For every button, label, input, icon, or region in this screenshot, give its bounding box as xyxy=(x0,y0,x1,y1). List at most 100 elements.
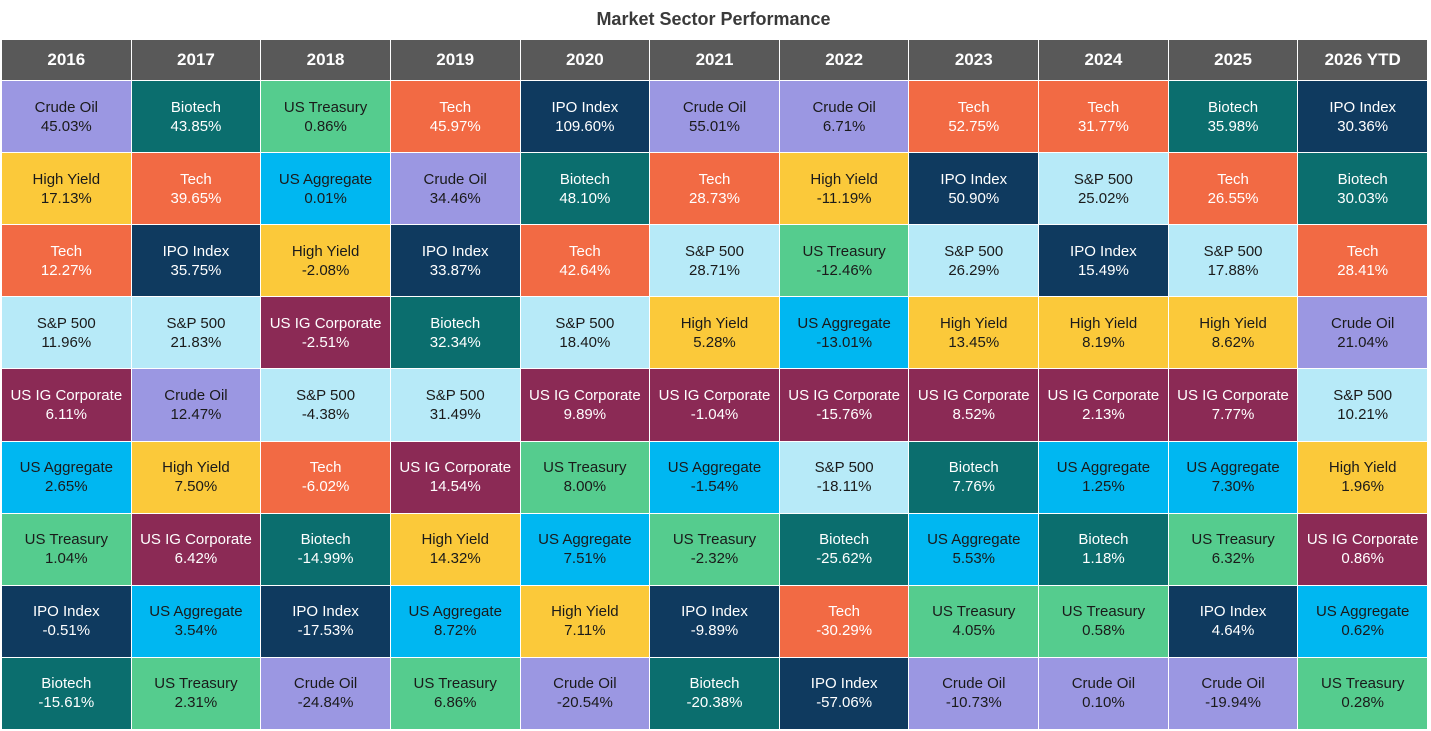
sector-return: 31.77% xyxy=(1077,117,1129,135)
sector-name: Crude Oil xyxy=(1201,675,1265,693)
sector-name: Tech xyxy=(309,459,342,477)
sector-name: S&P 500 xyxy=(555,314,615,332)
sector-cell: US Aggregate 7.51% xyxy=(520,513,650,585)
sector-cell: IPO Index 15.49% xyxy=(1039,225,1168,297)
sector-name: Biotech xyxy=(948,459,999,477)
sector-return: 8.62% xyxy=(1211,333,1255,351)
sector-name: IPO Index xyxy=(681,603,748,621)
sector-return: -15.76% xyxy=(816,405,873,423)
sector-cell: US IG Corporate 0.86% xyxy=(1298,513,1427,585)
year-header: 2020 xyxy=(520,40,650,80)
sector-cell: US IG Corporate -1.04% xyxy=(650,369,779,441)
sector-cell: Biotech -14.99% xyxy=(261,513,390,585)
year-header: 2018 xyxy=(261,40,390,80)
sector-return: 15.49% xyxy=(1077,261,1129,279)
sector-return: 2.31% xyxy=(174,694,218,712)
sector-return: 2.13% xyxy=(1082,405,1125,423)
sector-return: -1.54% xyxy=(690,478,739,496)
sector-name: Tech xyxy=(828,603,860,621)
sector-cell: S&P 500 28.71% xyxy=(650,225,779,297)
sector-name: US Treasury xyxy=(1321,675,1405,693)
sector-name: Crude Oil xyxy=(553,675,617,693)
sector-cell: High Yield 8.62% xyxy=(1168,297,1298,369)
sector-cell: S&P 500 17.88% xyxy=(1168,225,1298,297)
sector-cell: High Yield 5.28% xyxy=(650,297,779,369)
sector-cell: Tech 28.73% xyxy=(650,153,779,225)
sector-cell: US IG Corporate 6.42% xyxy=(131,513,261,585)
sector-name: High Yield xyxy=(810,170,878,188)
sector-return: 3.54% xyxy=(174,622,218,640)
year-header: 2026 YTD xyxy=(1298,40,1427,80)
sector-return: 43.85% xyxy=(170,117,222,135)
sector-return: 5.28% xyxy=(693,333,736,351)
sector-return: -18.11% xyxy=(816,478,872,496)
sector-return: 31.49% xyxy=(429,405,481,423)
sector-return: 13.45% xyxy=(948,333,1000,351)
sector-return: 55.01% xyxy=(689,117,740,135)
sector-return: 7.77% xyxy=(1211,405,1255,423)
sector-cell: Biotech 43.85% xyxy=(131,81,261,153)
sector-name: Tech xyxy=(439,98,472,116)
sector-cell: IPO Index 33.87% xyxy=(390,225,520,297)
sector-return: 0.86% xyxy=(304,117,347,135)
sector-cell: IPO Index 109.60% xyxy=(520,81,650,153)
sector-cell: S&P 500 31.49% xyxy=(390,369,520,441)
sector-cell: Tech 26.55% xyxy=(1168,153,1298,225)
sector-name: Crude Oil xyxy=(942,675,1006,693)
sector-name: Tech xyxy=(1087,98,1120,116)
year-header: 2022 xyxy=(779,40,909,80)
sector-name: Tech xyxy=(957,98,990,116)
sector-name: US Aggregate xyxy=(19,459,114,477)
sector-return: 25.02% xyxy=(1077,189,1129,207)
sector-return: 26.29% xyxy=(948,261,1000,279)
sector-name: High Yield xyxy=(291,242,360,260)
sector-cell: Crude Oil 6.71% xyxy=(779,81,909,153)
sector-cell: US Treasury 2.31% xyxy=(131,657,261,729)
sector-cell: US Aggregate 1.25% xyxy=(1039,441,1168,513)
sector-return: 9.89% xyxy=(563,405,607,423)
sector-name: Biotech xyxy=(559,170,610,188)
performance-table: 2016 2017 2018 2019 2020 2021 2022 2023 2024 2025… xyxy=(2,40,1427,729)
sector-cell: US IG Corporate -15.76% xyxy=(779,369,909,441)
sector-cell: High Yield 17.13% xyxy=(2,153,131,225)
sector-return: 0.10% xyxy=(1082,694,1125,712)
sector-name: High Yield xyxy=(1069,314,1138,332)
sector-return: 7.51% xyxy=(563,550,607,568)
sector-name: US Treasury xyxy=(283,98,368,116)
sector-return: 4.64% xyxy=(1211,622,1255,640)
sector-name: High Yield xyxy=(939,314,1008,332)
sector-cell: US IG Corporate 8.52% xyxy=(909,369,1039,441)
sector-cell: Biotech 30.03% xyxy=(1298,153,1427,225)
sector-return: -19.94% xyxy=(1205,694,1261,712)
sector-name: S&P 500 xyxy=(1073,170,1133,188)
sector-cell: US Aggregate 8.72% xyxy=(390,585,520,657)
sector-return: 14.32% xyxy=(429,550,481,568)
sector-return: 8.72% xyxy=(433,622,477,640)
sector-cell: Crude Oil -19.94% xyxy=(1168,657,1298,729)
sector-name: Biotech xyxy=(430,314,481,332)
sector-return: 1.04% xyxy=(45,550,88,568)
sector-name: Biotech xyxy=(170,98,221,116)
sector-name: IPO Index xyxy=(421,242,489,260)
sector-return: 42.64% xyxy=(559,261,611,279)
year-header: 2019 xyxy=(390,40,520,80)
sector-cell: High Yield -2.08% xyxy=(261,225,390,297)
sector-cell: Crude Oil 12.47% xyxy=(131,369,261,441)
sector-cell: US Treasury 0.28% xyxy=(1298,657,1427,729)
sector-cell: Tech 42.64% xyxy=(520,225,650,297)
sector-name: High Yield xyxy=(1199,314,1267,332)
sector-name: Crude Oil xyxy=(34,98,98,116)
sector-name: US Aggregate xyxy=(1186,459,1280,477)
sector-return: -14.99% xyxy=(297,550,354,568)
sector-cell: High Yield 8.19% xyxy=(1039,297,1168,369)
sector-cell: US Aggregate 0.01% xyxy=(261,153,390,225)
sector-name: High Yield xyxy=(32,170,101,188)
sector-return: 7.30% xyxy=(1211,478,1255,496)
sector-return: 8.19% xyxy=(1082,333,1125,351)
sector-cell: S&P 500 11.96% xyxy=(2,297,131,369)
sector-name: US Aggregate xyxy=(538,531,632,549)
sector-name: IPO Index xyxy=(292,603,359,621)
sector-cell: High Yield -11.19% xyxy=(779,153,909,225)
sector-name: US Treasury xyxy=(24,531,108,549)
sector-cell: High Yield 7.50% xyxy=(131,441,261,513)
